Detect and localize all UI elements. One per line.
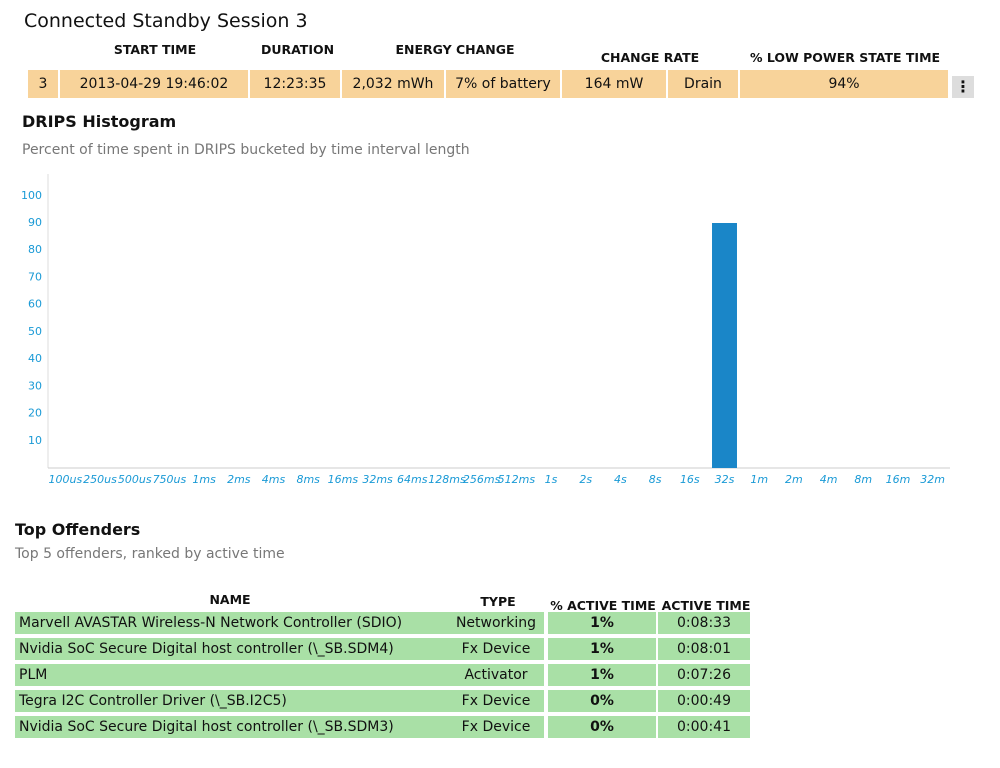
chart-title: DRIPS Histogram [22,112,177,131]
x-tick-label: 100us [48,473,82,486]
table-cell: 0:00:41 [658,716,750,738]
x-tick-label: 16ms [328,473,359,486]
column-header: CHANGE RATE [600,50,700,65]
y-tick-label: 100 [21,189,42,202]
table-cell: 0:08:33 [658,612,750,634]
x-tick-label: 32ms [362,473,393,486]
x-tick-label: 1m [750,473,768,486]
y-tick-label: 20 [28,407,42,420]
column-header: ENERGY CHANGE [395,42,515,57]
x-tick-label: 250us [83,473,117,486]
x-tick-label: 2m [785,473,803,486]
table-cell: Fx Device [448,638,544,660]
session-title: Connected Standby Session 3 [24,10,308,32]
x-tick-label: 16m [886,473,911,486]
table-cell: 0:07:26 [658,664,750,686]
column-header: DURATION [260,42,335,57]
column-header: NAME [209,592,251,607]
session-cell: 7% of battery [446,70,560,98]
y-tick-label: 90 [28,216,42,229]
x-tick-label: 256ms [463,473,501,486]
x-tick-label: 512ms [498,473,536,486]
x-tick-label: 32m [920,473,945,486]
x-tick-label: 8ms [296,473,320,486]
table-cell: Fx Device [448,716,544,738]
y-tick-label: 60 [28,298,42,311]
table-cell: Tegra I2C Controller Driver (\_SB.I2C5) [15,690,449,712]
session-cell: 2,032 mWh [342,70,444,98]
table-cell: 0% [548,716,656,738]
x-tick-label: 2s [579,473,592,486]
column-header: % ACTIVE TIME [550,598,656,613]
session-cell: 12:23:35 [250,70,340,98]
x-tick-label: 8m [854,473,872,486]
x-tick-label: 1ms [192,473,216,486]
x-tick-label: 64ms [397,473,428,486]
table-cell: Activator [448,664,544,686]
histogram: 10 20 30 40 50 60 70 80 90 100 100us 250us 500us 750u… [21,174,950,486]
session-cell: 3 [28,70,58,98]
table-cell: 1% [548,612,656,634]
x-tick-label: 4m [820,473,838,486]
y-tick-label: 80 [28,243,42,256]
table-cell: Marvell AVASTAR Wireless-N Network Contr… [15,612,449,634]
column-header: % LOW POWER STATE TIME [749,50,941,65]
session-cell: 94% [740,70,948,98]
x-tick-label: 500us [118,473,152,486]
chart-subtitle: Percent of time spent in DRIPS bucketed … [22,142,470,158]
session-cell: 2013-04-29 19:46:02 [60,70,248,98]
column-header: ACTIVE TIME [661,598,751,613]
x-tick-label: 2ms [227,473,251,486]
session-cell: Drain [668,70,738,98]
y-tick-label: 10 [28,434,42,447]
x-tick-label: 128ms [428,473,466,486]
table-cell: 1% [548,638,656,660]
column-header: TYPE [480,594,516,609]
table-cell: 0% [548,690,656,712]
x-tick-label: 4s [614,473,627,486]
x-tick-label: 750us [153,473,187,486]
x-tick-label: 8s [649,473,662,486]
y-tick-label: 50 [28,325,42,338]
menu-button[interactable]: ⋮ [952,76,974,98]
table-cell: 0:08:01 [658,638,750,660]
table-cell: Nvidia SoC Secure Digital host controlle… [15,638,449,660]
y-tick-label: 70 [28,270,42,283]
x-tick-label: 16s [680,473,700,486]
offenders-subtitle: Top 5 offenders, ranked by active time [15,546,285,562]
session-cell: 164 mW [562,70,666,98]
x-tick-label: 32s [715,473,735,486]
offenders-title: Top Offenders [15,520,141,539]
table-cell: 1% [548,664,656,686]
bar [712,223,737,468]
table-cell: PLM [15,664,449,686]
x-tick-label: 1s [545,473,558,486]
table-cell: Fx Device [448,690,544,712]
x-tick-label: 4ms [262,473,286,486]
y-tick-label: 30 [28,379,42,392]
y-tick-label: 40 [28,352,42,365]
table-cell: 0:00:49 [658,690,750,712]
table-cell: Networking [448,612,544,634]
table-cell: Nvidia SoC Secure Digital host controlle… [15,716,449,738]
column-header: START TIME [113,42,197,57]
